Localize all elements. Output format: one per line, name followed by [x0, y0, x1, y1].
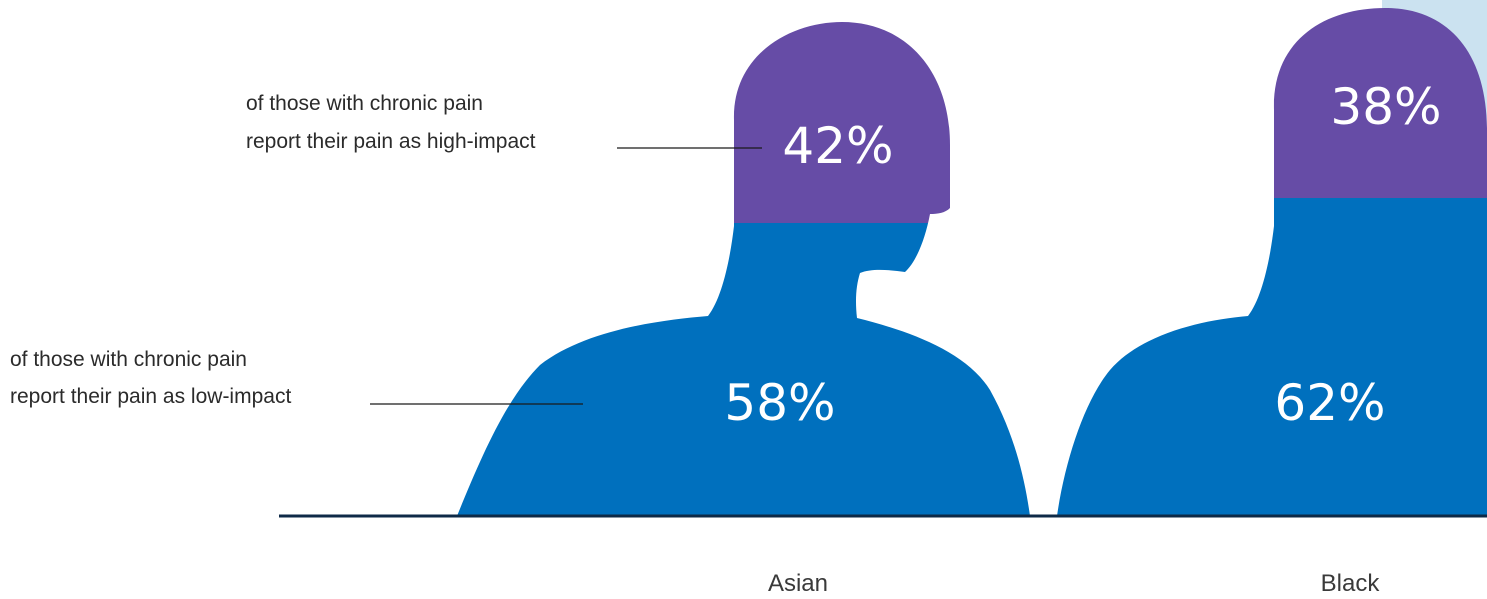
pct-label-high-asian: 42%: [782, 117, 893, 175]
annotation-high-line1: of those with chronic pain: [246, 92, 483, 115]
category-label-asian: Asian: [768, 570, 828, 597]
pct-label-low-black: 62%: [1274, 374, 1385, 432]
bar-low-impact-black: [1057, 198, 1487, 516]
annotation-low-line2: report their pain as low-impact: [10, 385, 291, 408]
annotation-high-line2: report their pain as high-impact: [246, 130, 536, 153]
category-label-black: Black: [1321, 570, 1381, 597]
annotation-low-line1: of those with chronic pain: [10, 348, 247, 371]
bar-high-impact-asian: [457, 22, 1030, 223]
pct-label-high-black: 38%: [1330, 78, 1441, 136]
pct-label-low-asian: 58%: [724, 374, 835, 432]
figure-asian: [457, 22, 1030, 516]
bar-low-impact-asian: [457, 223, 1030, 516]
